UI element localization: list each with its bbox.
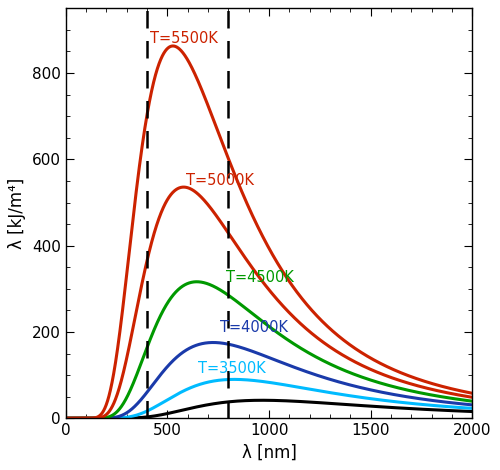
Text: T=4000K: T=4000K — [220, 320, 288, 335]
Y-axis label: λ [kJ/m⁴]: λ [kJ/m⁴] — [8, 178, 26, 249]
Text: T=3500K: T=3500K — [198, 361, 266, 376]
X-axis label: λ [nm]: λ [nm] — [242, 444, 296, 462]
Text: T=4500K: T=4500K — [226, 270, 294, 285]
Text: T=5500K: T=5500K — [150, 31, 218, 46]
Text: T=5000K: T=5000K — [186, 173, 254, 188]
